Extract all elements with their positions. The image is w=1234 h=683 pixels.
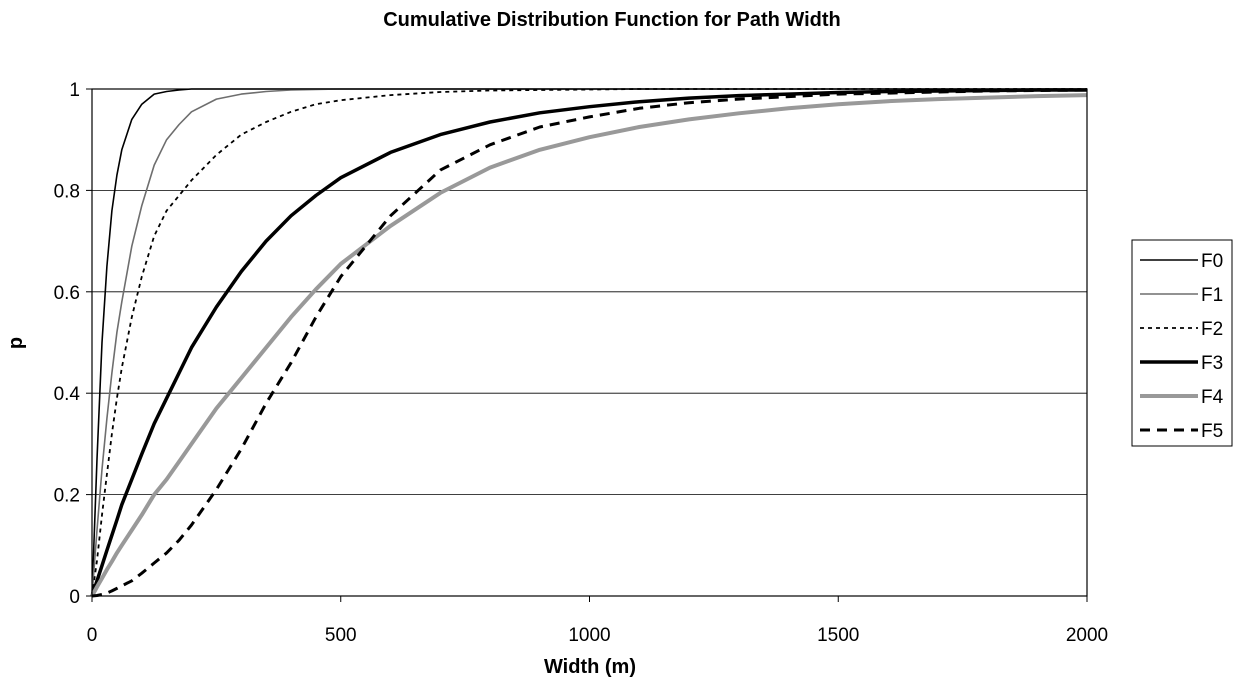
legend-label: F2 xyxy=(1201,319,1223,340)
legend-label: F1 xyxy=(1201,285,1223,306)
series-line-f5 xyxy=(91,88,1088,598)
x-tick-label: 1000 xyxy=(568,625,610,646)
chart-title: Cumulative Distribution Function for Pat… xyxy=(383,9,841,31)
y-tick-label: 0.8 xyxy=(54,181,80,202)
x-tick-label: 500 xyxy=(325,625,357,646)
y-tick-label: 0 xyxy=(69,587,80,608)
y-tick-label: 0.6 xyxy=(54,283,80,304)
series-line-f1 xyxy=(91,88,1087,597)
gridlines xyxy=(92,189,1087,496)
y-axis-label: p xyxy=(5,337,27,349)
x-tick-labels: 0 500 1000 1500 2000 xyxy=(87,596,1108,646)
legend-label: F3 xyxy=(1201,353,1223,374)
legend-label: F4 xyxy=(1201,387,1224,408)
y-tick-label: 1 xyxy=(69,80,80,101)
legend-box xyxy=(1131,239,1233,447)
y-tick-label: 0.2 xyxy=(54,486,80,507)
series-line-f2 xyxy=(91,88,1087,597)
x-tick-label: 1500 xyxy=(817,625,859,646)
series-line-f4 xyxy=(90,93,1088,597)
x-tick-label: 0 xyxy=(87,625,98,646)
series-line-f0 xyxy=(91,88,1087,597)
legend-label: F0 xyxy=(1201,251,1223,272)
legend-label: F5 xyxy=(1201,421,1223,442)
plot-area-border xyxy=(91,88,1088,597)
series-line-f3 xyxy=(90,88,1087,597)
y-tick-labels: 0 0.2 0.4 0.6 0.8 1 xyxy=(54,80,92,608)
x-tick-label: 2000 xyxy=(1066,625,1108,646)
series-lines xyxy=(90,88,1088,598)
x-axis-label: Width (m) xyxy=(544,656,636,678)
y-tick-label: 0.4 xyxy=(54,384,81,405)
legend: F0 F1 F2 F3 F4 F5 xyxy=(1131,239,1233,447)
